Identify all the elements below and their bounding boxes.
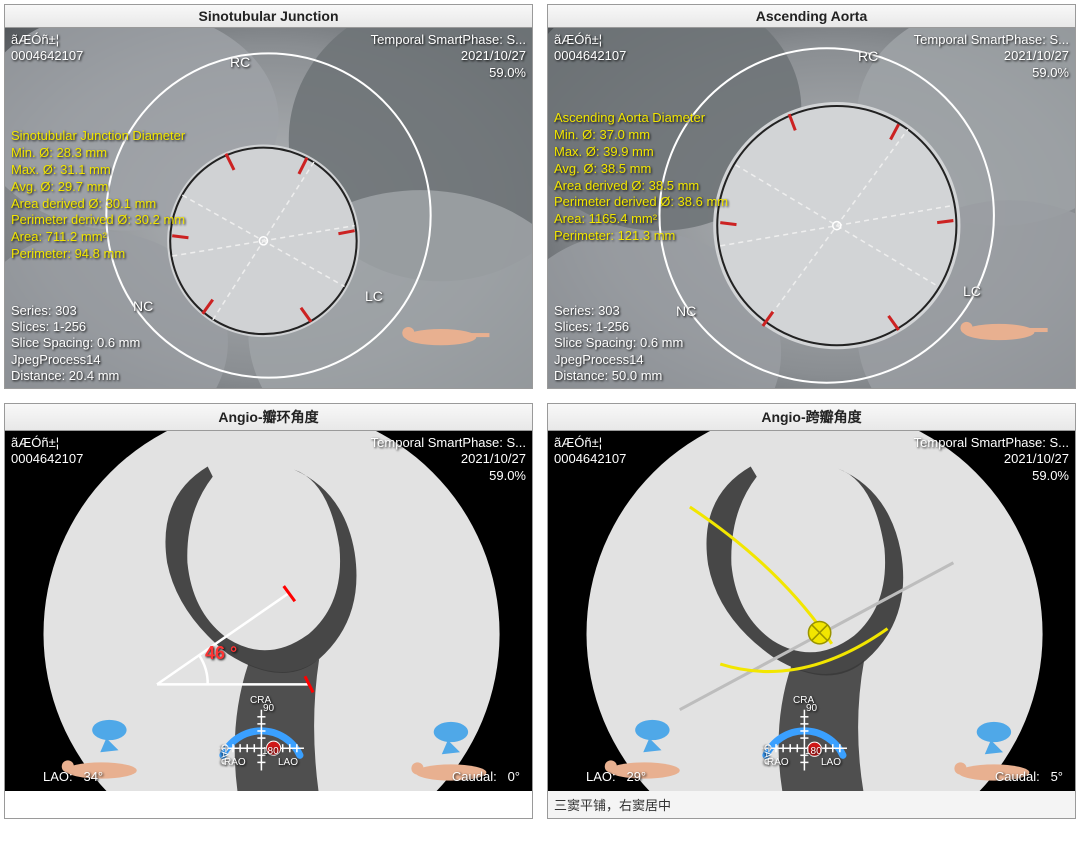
- panel-ascending-aorta: Ascending Aorta: [547, 4, 1076, 389]
- compass-90: 90: [263, 703, 274, 716]
- panel-title: Angio-瓣环角度: [5, 404, 532, 431]
- overlay-top-left: ãÆÓñ±¦ 0004642107: [554, 32, 626, 65]
- overlay-top-right: Temporal SmartPhase: S... 2021/10/27 59.…: [371, 32, 526, 81]
- panel-title: Angio-跨瓣角度: [548, 404, 1075, 431]
- compass-180: 180: [805, 746, 822, 759]
- overlay-top-right: Temporal SmartPhase: S... 2021/10/27 59.…: [371, 435, 526, 484]
- measurements-asc: Ascending Aorta Diameter Min. Ø: 37.0 mm…: [554, 110, 728, 245]
- angio-image-1: [5, 431, 532, 791]
- cusp-nc: NC: [676, 303, 696, 319]
- cusp-rc: RC: [858, 48, 878, 64]
- measurements-stj: Sinotubular Junction Diameter Min. Ø: 28…: [11, 128, 185, 263]
- ct-viewport-asc[interactable]: ãÆÓñ±¦ 0004642107 Temporal SmartPhase: S…: [548, 28, 1075, 388]
- overlay-top-right: Temporal SmartPhase: S... 2021/10/27 59.…: [914, 32, 1069, 81]
- ct-viewport-stj[interactable]: ãÆÓñ±¦ 0004642107 Temporal SmartPhase: S…: [5, 28, 532, 388]
- angio-viewport-1[interactable]: ãÆÓñ±¦ 0004642107 Temporal SmartPhase: S…: [5, 431, 532, 791]
- cusp-rc: RC: [230, 54, 250, 70]
- panel-angio-annulus: Angio-瓣环角度: [4, 403, 533, 819]
- overlay-bottom-left: Series: 303 Slices: 1-256 Slice Spacing:…: [11, 303, 140, 384]
- compass-180: 180: [262, 746, 279, 759]
- lao-label: LAO: 29°: [586, 769, 646, 785]
- compass-lao: LAO: [821, 757, 841, 770]
- angle-readout: 46 °: [205, 643, 237, 664]
- compass-rao: RAO: [767, 757, 789, 770]
- panel-title: Ascending Aorta: [548, 5, 1075, 28]
- overlay-top-left: ãÆÓñ±¦ 0004642107: [11, 435, 83, 468]
- panel-title: Sinotubular Junction: [5, 5, 532, 28]
- compass-90: 90: [806, 703, 817, 716]
- caudal-label: Caudal: 0°: [452, 769, 520, 785]
- cusp-nc: NC: [133, 298, 153, 314]
- overlay-bottom-left: Series: 303 Slices: 1-256 Slice Spacing:…: [554, 303, 683, 384]
- overlay-top-right: Temporal SmartPhase: S... 2021/10/27 59.…: [914, 435, 1069, 484]
- caudal-label: Caudal: 5°: [995, 769, 1063, 785]
- cusp-lc: LC: [365, 288, 383, 304]
- compass-lao: LAO: [278, 757, 298, 770]
- overlay-top-left: ãÆÓñ±¦ 0004642107: [554, 435, 626, 468]
- angio-viewport-2[interactable]: ãÆÓñ±¦ 0004642107 Temporal SmartPhase: S…: [548, 431, 1075, 791]
- angio-image-2: [548, 431, 1075, 791]
- cusp-lc: LC: [963, 283, 981, 299]
- lao-label: LAO: 34°: [43, 769, 103, 785]
- compass-rao: RAO: [224, 757, 246, 770]
- panel-angio-transvalve: Angio-跨瓣角度: [547, 403, 1076, 819]
- overlay-top-left: ãÆÓñ±¦ 0004642107: [11, 32, 83, 65]
- panel-sinotubular-junction: Sinotubular Junction: [4, 4, 533, 389]
- panel-caption: 三窦平铺，右窦居中: [548, 791, 1075, 818]
